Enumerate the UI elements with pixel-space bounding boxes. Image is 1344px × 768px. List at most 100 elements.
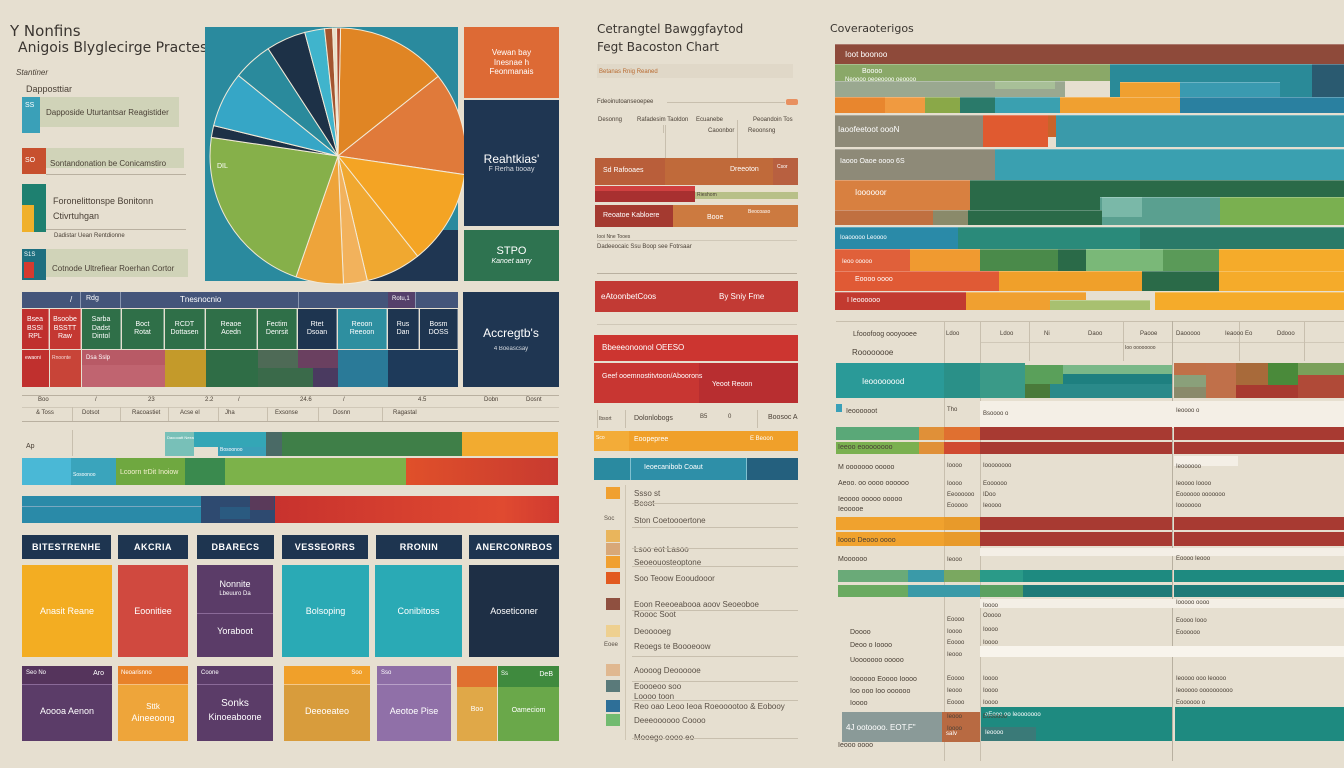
table-cell: Eooooo <box>947 503 968 509</box>
pie-slice <box>336 155 465 257</box>
legend-label: Aoooog Deoooooe <box>634 666 701 675</box>
legend-swatch <box>606 556 620 568</box>
category-header: RRONIN <box>376 535 462 559</box>
ruler-tick: / <box>95 397 97 403</box>
table-cell: Ieoooo o <box>1176 408 1200 414</box>
left-section-label: Dapposttiar <box>26 84 73 94</box>
middle-title-line1: Cetrangtel Bawggfaytod <box>597 22 744 36</box>
table-cell: Ieooo <box>947 652 963 658</box>
gantt-bar <box>1048 115 1056 137</box>
matrix-cell: RCDT Dottasen <box>165 309 205 349</box>
table-row-label: Moooooo <box>838 556 868 563</box>
table-cell: Tho <box>947 407 958 413</box>
legend-label: Soo Teoow Eooudooor <box>634 574 715 583</box>
left-title-line1: Y Nonfins <box>10 22 81 40</box>
legend-label: Deeeoooooo Coooo <box>634 716 706 725</box>
gantt-bar <box>933 210 968 225</box>
category-card: Boo <box>457 666 497 741</box>
ruler-tick: Jha <box>225 410 235 416</box>
legend-label: Eoooeoo soo <box>634 682 682 691</box>
pie-slice <box>209 136 339 278</box>
gantt-bar <box>1180 82 1280 97</box>
table-row-label: Ioo ooo Ioo oooooo <box>850 688 911 695</box>
gantt-bar <box>983 115 1048 147</box>
table-cell: Ioooo <box>983 640 999 646</box>
table-cell: Ioooo <box>983 688 999 694</box>
category-card: Seo No Aro Aoooa Aenon <box>22 666 112 741</box>
ruler-tick: / <box>238 397 240 403</box>
ruler-tick: 23 <box>148 397 155 403</box>
table-cell: Bsoooo o <box>983 411 1009 417</box>
table-row-label: Ioooooo Eoooo Ioooo <box>850 676 917 683</box>
gantt-bar <box>1155 292 1344 310</box>
table-cell: Eoooo <box>947 640 965 646</box>
gantt-bar <box>835 271 999 291</box>
ruler-tick: Dosnn <box>333 410 351 416</box>
category-card: Nonnite Lbeuuro Da Yoraboot <box>197 565 273 657</box>
ruler-tick: 4.5 <box>418 397 427 403</box>
gantt-bar <box>835 149 995 182</box>
table-cell: IDoo <box>983 492 996 498</box>
table-header-cell: Ddooo <box>1277 331 1295 337</box>
matrix-cell: Rtet Dsoan <box>298 309 337 349</box>
table-row-label: Ioooo <box>850 700 868 707</box>
gantt-label: Iaooo Oaoe oooo 6S <box>840 158 905 165</box>
legend-swatch <box>22 97 40 133</box>
category-card: Bolsoping <box>282 565 369 657</box>
legend-label: Dapposide Uturtantsar Reagistider <box>46 108 169 117</box>
table-row-label: Uooooooo ooooo <box>850 657 904 664</box>
red-band-1: eAtoonbetCoos By Sniy Fme <box>595 281 798 312</box>
pie-chart <box>209 27 465 285</box>
legend-swatch <box>24 262 34 278</box>
ruler-tick: & Toss <box>36 410 54 416</box>
legend-label: Ston Coetoooertone <box>634 516 706 525</box>
ruler-tick: Racoastiet <box>132 410 161 416</box>
table-cell: Eoooo <box>947 676 965 682</box>
slider-handle[interactable] <box>786 99 798 105</box>
table-cell: Eoooo Ieooo <box>1176 556 1211 562</box>
pie-side-box-1: Vewan bay Inesnae h Feonmanais <box>464 27 559 98</box>
table-cell: Ooooo <box>983 613 1002 619</box>
matrix-side-box: Accregtb's 4 Boeascsay <box>463 292 559 387</box>
legend-swatch <box>606 680 620 692</box>
table-cell: Ieoooo ooo Ieoooo <box>1176 676 1227 682</box>
ruler-tick: Dobn <box>484 397 499 403</box>
ruler-tick: Exsonse <box>275 410 299 416</box>
legend-caption: Dadistar Uean Rentdionne <box>54 233 125 239</box>
gantt-bar <box>835 64 1110 81</box>
gantt-bar <box>968 210 1102 225</box>
legend-swatch <box>606 664 620 676</box>
table-cell: Eoooooo ooooooo <box>1176 492 1226 498</box>
table-cell: Ioooo <box>983 676 999 682</box>
table-header-cell: Ldoo <box>1000 331 1014 337</box>
category-card: Aoseticoner <box>469 565 559 657</box>
matrix-cell: Bosm DOSS <box>420 309 458 349</box>
legend-label: Eoon Reeoeabooa aoov Seoeoboe <box>634 600 759 609</box>
table-cell: Ioooooooo <box>983 463 1012 469</box>
legend-label: Reo oao Leoo Ieoa Roeooootoo & Eobooy <box>634 702 785 711</box>
pie-small-label: DIL <box>217 163 228 170</box>
legend-label: Lsoo eot Lasoo <box>634 545 689 554</box>
category-card: Eoonitiee <box>118 565 188 657</box>
table-row-label: Ieoooo ooooo ooooo <box>838 496 903 503</box>
table-header-cell: Ni <box>1044 331 1050 337</box>
gantt-bar <box>1219 271 1344 291</box>
legend-label: Deooooeg <box>634 627 671 636</box>
red-band-3: Geef ooemnostitvtoon/Aboorons Yeoot Reoo… <box>594 363 798 403</box>
legend-swatch <box>22 148 46 174</box>
gantt-label: Ioooooor <box>855 188 887 197</box>
legend-swatch <box>22 205 34 232</box>
middle-title-line2: Fegt Bacoston Chart <box>597 40 719 54</box>
ruler-tick: Ragastal <box>393 410 417 416</box>
gantt-label: I Ieoooooo <box>847 297 881 304</box>
category-card: Soo Deeoeateo <box>284 666 370 741</box>
legend-swatch <box>606 598 620 610</box>
table-row-label: Ioooo Deooo oooo <box>838 537 896 544</box>
table-row-label: Deoo o Ioooo <box>850 642 893 649</box>
matrix-cell: Fectim Denrsit <box>258 309 297 349</box>
matrix-cell: Boct Rotat <box>122 309 164 349</box>
gantt-bar <box>1140 227 1344 249</box>
table-header-cell: Ieaooo Eo <box>1225 331 1253 337</box>
category-card: Ss DeB Oameciom <box>498 666 559 741</box>
matrix-cell: Reoon Reeoon <box>338 309 387 349</box>
